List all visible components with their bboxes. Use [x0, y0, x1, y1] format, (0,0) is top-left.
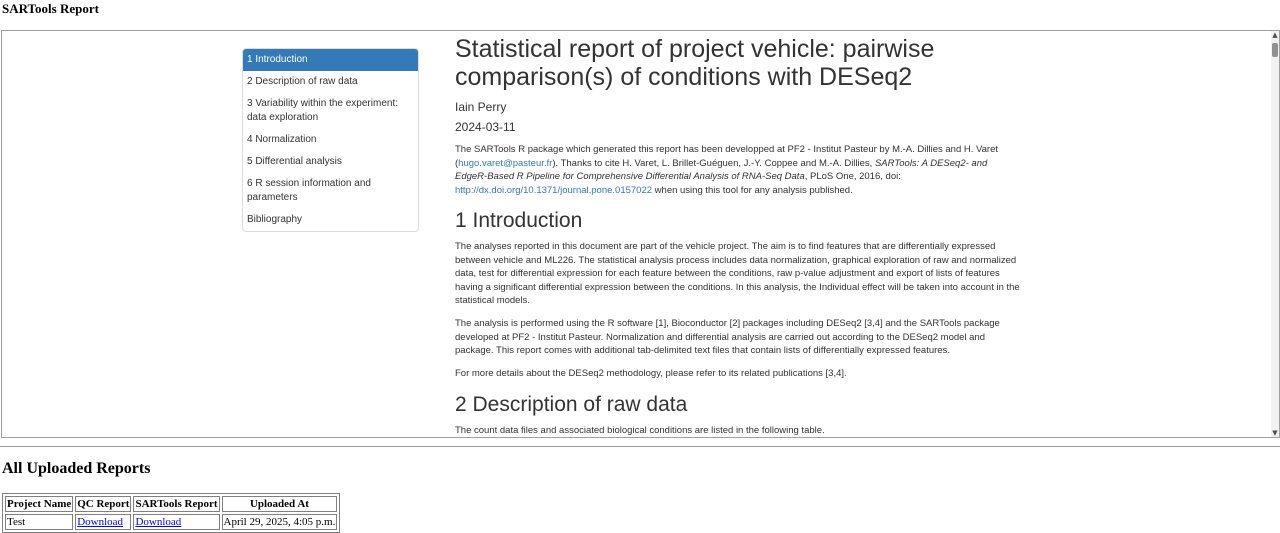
report-main: Statistical report of project vehicle: p… — [455, 35, 1020, 437]
intro-paragraph: The SARTools R package which generated t… — [455, 143, 1020, 197]
report-frame[interactable]: 1 Introduction 2 Description of raw data… — [1, 30, 1280, 438]
intro-text-2: ). Thanks to cite H. Varet, L. Brillet-G… — [552, 157, 875, 169]
frame-scrollbar[interactable]: ▲ ▼ — [1271, 31, 1279, 437]
intro-text-4: when using this tool for any analysis pu… — [652, 184, 853, 196]
section-raw-data-heading: 2 Description of raw data — [455, 392, 688, 416]
table-of-contents: 1 Introduction 2 Description of raw data… — [242, 48, 419, 232]
uploaded-reports-table: Project Name QC Report SARTools Report U… — [2, 493, 341, 533]
table-header-row: Project Name QC Report SARTools Report U… — [5, 496, 338, 512]
section-introduction-heading: 1 Introduction — [455, 209, 583, 232]
scroll-down-arrow-icon[interactable]: ▼ — [1272, 429, 1278, 437]
raw-data-paragraph: The count data files and associated biol… — [455, 424, 825, 436]
toc-item-variability[interactable]: 3 Variability within the experiment: dat… — [247, 98, 398, 123]
report-author: Iain Perry — [455, 100, 507, 114]
citation-title: SARTools: A DESeq2- and EdgeR-Based R Pi… — [455, 157, 988, 183]
report-title: Statistical report of project vehicle: p… — [455, 35, 935, 91]
introduction-paragraph-3: For more details about the DESeq2 method… — [455, 368, 847, 379]
toc-item-session-info[interactable]: 6 R session information and parameters — [247, 178, 371, 203]
toc-item-bibliography[interactable]: Bibliography — [247, 214, 303, 225]
scroll-thumb[interactable] — [1272, 43, 1278, 57]
uploaded-reports-heading: All Uploaded Reports — [2, 460, 151, 477]
report-content: 1 Introduction 2 Description of raw data… — [2, 31, 1272, 437]
toc-item-normalization[interactable]: 4 Normalization — [247, 134, 317, 145]
header-project-name: Project Name — [5, 496, 74, 512]
email-link[interactable]: hugo.varet@pasteur.fr — [458, 157, 553, 169]
toc-item-introduction[interactable]: 1 Introduction — [243, 49, 418, 71]
intro-text-3: , PLoS One, 2016, doi: — [804, 171, 901, 182]
introduction-paragraph-1: The analyses reported in this document a… — [455, 241, 1020, 306]
report-date: 2024-03-11 — [455, 120, 516, 134]
qc-download-link[interactable]: Download — [77, 516, 124, 528]
horizontal-rule — [0, 446, 1280, 447]
doi-link[interactable]: http://dx.doi.org/10.1371/journal.pone.0… — [455, 184, 653, 196]
introduction-paragraph-2: The analysis is performed using the R so… — [455, 318, 1000, 356]
intro-text-1: The SARTools R package which generated t… — [455, 144, 999, 169]
toc-item-differential-analysis[interactable]: 5 Differential analysis — [247, 156, 342, 167]
scroll-up-arrow-icon[interactable]: ▲ — [1272, 31, 1278, 39]
toc-item-raw-data[interactable]: 2 Description of raw data — [247, 76, 358, 87]
header-sartools-report: SARTools Report — [133, 496, 220, 512]
sartools-download-link[interactable]: Download — [135, 516, 182, 528]
header-uploaded-at: Uploaded At — [221, 496, 338, 512]
header-qc-report: QC Report — [75, 496, 132, 512]
page-title: SARTools Report — [2, 1, 99, 16]
